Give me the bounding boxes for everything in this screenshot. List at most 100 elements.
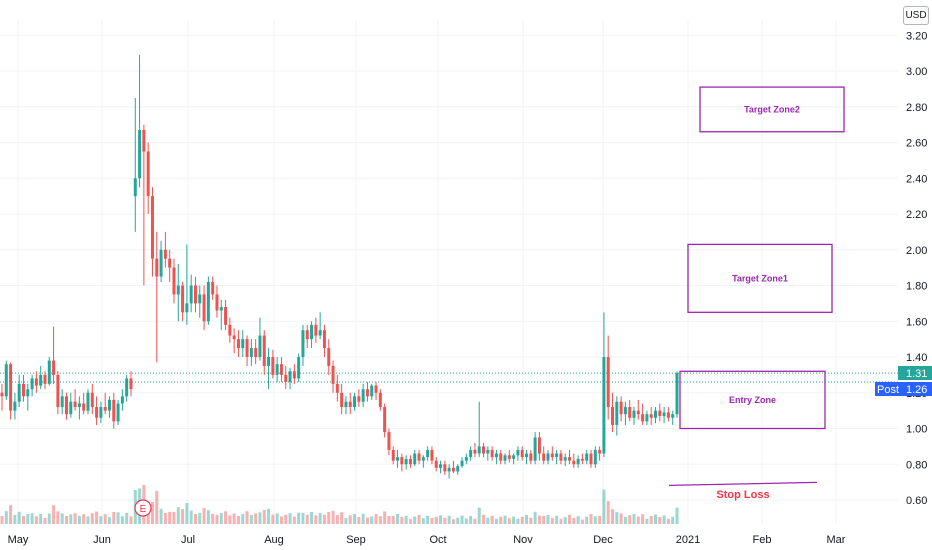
- candle-body: [641, 414, 645, 422]
- candle-body: [262, 335, 266, 366]
- volume-bar: [4, 511, 8, 524]
- zone-box[interactable]: [699, 86, 845, 133]
- candle-body: [430, 449, 434, 461]
- volume-bar: [292, 516, 296, 524]
- y-tick-label: 2.00: [906, 245, 927, 257]
- volume-bar: [537, 515, 541, 524]
- candle-body: [327, 348, 331, 366]
- volume-bar: [482, 514, 486, 524]
- candle-body: [322, 330, 326, 349]
- volume-bar: [206, 510, 210, 524]
- volume-bar: [602, 489, 606, 524]
- volume-bar: [236, 516, 240, 524]
- volume-bar: [26, 514, 30, 524]
- candle-body: [456, 466, 460, 472]
- candle-body: [580, 458, 584, 461]
- post-market-label-badge: [875, 382, 899, 396]
- candle-body: [116, 403, 120, 422]
- zone-box[interactable]: [679, 370, 826, 430]
- candle-body: [563, 457, 567, 461]
- volume-bar: [641, 514, 645, 524]
- volume-bar: [623, 516, 627, 524]
- candle-body: [413, 453, 417, 465]
- candle-body: [271, 357, 275, 375]
- volume-bar: [163, 513, 167, 524]
- x-tick-label: Mar: [827, 534, 846, 546]
- candle-body: [623, 407, 627, 415]
- earnings-circle: [134, 499, 152, 517]
- volume-bar: [288, 513, 292, 524]
- currency-label[interactable]: USD: [903, 6, 929, 25]
- candle-body: [129, 378, 133, 390]
- candle-body: [335, 383, 339, 393]
- volume-bar: [378, 516, 382, 524]
- candle-body: [305, 330, 309, 340]
- volume-bar: [469, 515, 473, 524]
- volume-bar: [675, 507, 679, 524]
- candle-body: [56, 374, 60, 408]
- volume-bar: [477, 507, 481, 524]
- candle-body: [133, 178, 137, 197]
- volume-bar: [77, 515, 81, 524]
- volume-bar: [56, 511, 60, 524]
- candle-body: [443, 464, 447, 472]
- candle-body: [99, 407, 103, 418]
- earnings-marker[interactable]: E: [134, 499, 152, 517]
- volume-bar: [464, 518, 468, 524]
- candle-body: [39, 374, 43, 386]
- x-tick-label: Jul: [181, 534, 195, 546]
- candle-body: [82, 403, 86, 411]
- candle-body: [460, 460, 464, 467]
- volume-bar: [64, 516, 68, 524]
- volume-bar: [391, 516, 395, 524]
- x-tick-label: Jun: [93, 534, 111, 546]
- candle-body: [654, 410, 658, 418]
- candle-body: [86, 392, 90, 411]
- candle-body: [310, 324, 314, 340]
- volume-bar: [357, 517, 361, 524]
- zone-annotations[interactable]: Target Zone2 Target Zone1 Entry Zone Stop L…: [668, 86, 845, 501]
- volume-bar: [598, 515, 602, 524]
- candle-body: [400, 457, 404, 465]
- candle-body: [645, 414, 649, 422]
- candle-body: [301, 330, 305, 357]
- volume-bar: [327, 512, 331, 524]
- candle-body: [494, 453, 498, 458]
- volume-bar: [404, 515, 408, 524]
- candle-body: [383, 407, 387, 433]
- volume-bar: [116, 512, 120, 524]
- y-tick-label: 1.40: [906, 352, 927, 364]
- volume-bar: [396, 514, 400, 524]
- candle-body: [17, 383, 21, 402]
- stop-loss-line[interactable]: [668, 481, 818, 487]
- volume-bar: [73, 513, 77, 524]
- y-tick-label: 0.60: [906, 495, 927, 507]
- volume-bar: [374, 514, 378, 524]
- candle-body: [202, 294, 206, 322]
- volume-bar: [611, 509, 615, 524]
- candle-body: [107, 399, 111, 411]
- candle-body: [168, 258, 172, 268]
- volume-bar: [331, 510, 335, 524]
- candle-body: [370, 385, 374, 397]
- candle-body: [176, 285, 180, 295]
- candle-body: [675, 373, 679, 415]
- volume-bar: [129, 516, 133, 524]
- volume-bar: [17, 511, 21, 524]
- zone-box[interactable]: [687, 243, 833, 313]
- y-tick-label: 2.20: [906, 209, 927, 221]
- volume-bar: [232, 513, 236, 524]
- candle-body: [211, 281, 215, 295]
- candle-body: [90, 392, 94, 408]
- candle-body: [198, 294, 202, 304]
- volume-bar: [305, 514, 309, 524]
- volume-bar: [632, 514, 636, 524]
- candle-body: [189, 285, 193, 304]
- candlesticks: [0, 54, 679, 479]
- volume-bar: [198, 512, 202, 524]
- candle-body: [572, 460, 576, 465]
- candle-body: [559, 453, 563, 461]
- candle-body: [477, 446, 481, 454]
- volume-bar: [568, 514, 572, 524]
